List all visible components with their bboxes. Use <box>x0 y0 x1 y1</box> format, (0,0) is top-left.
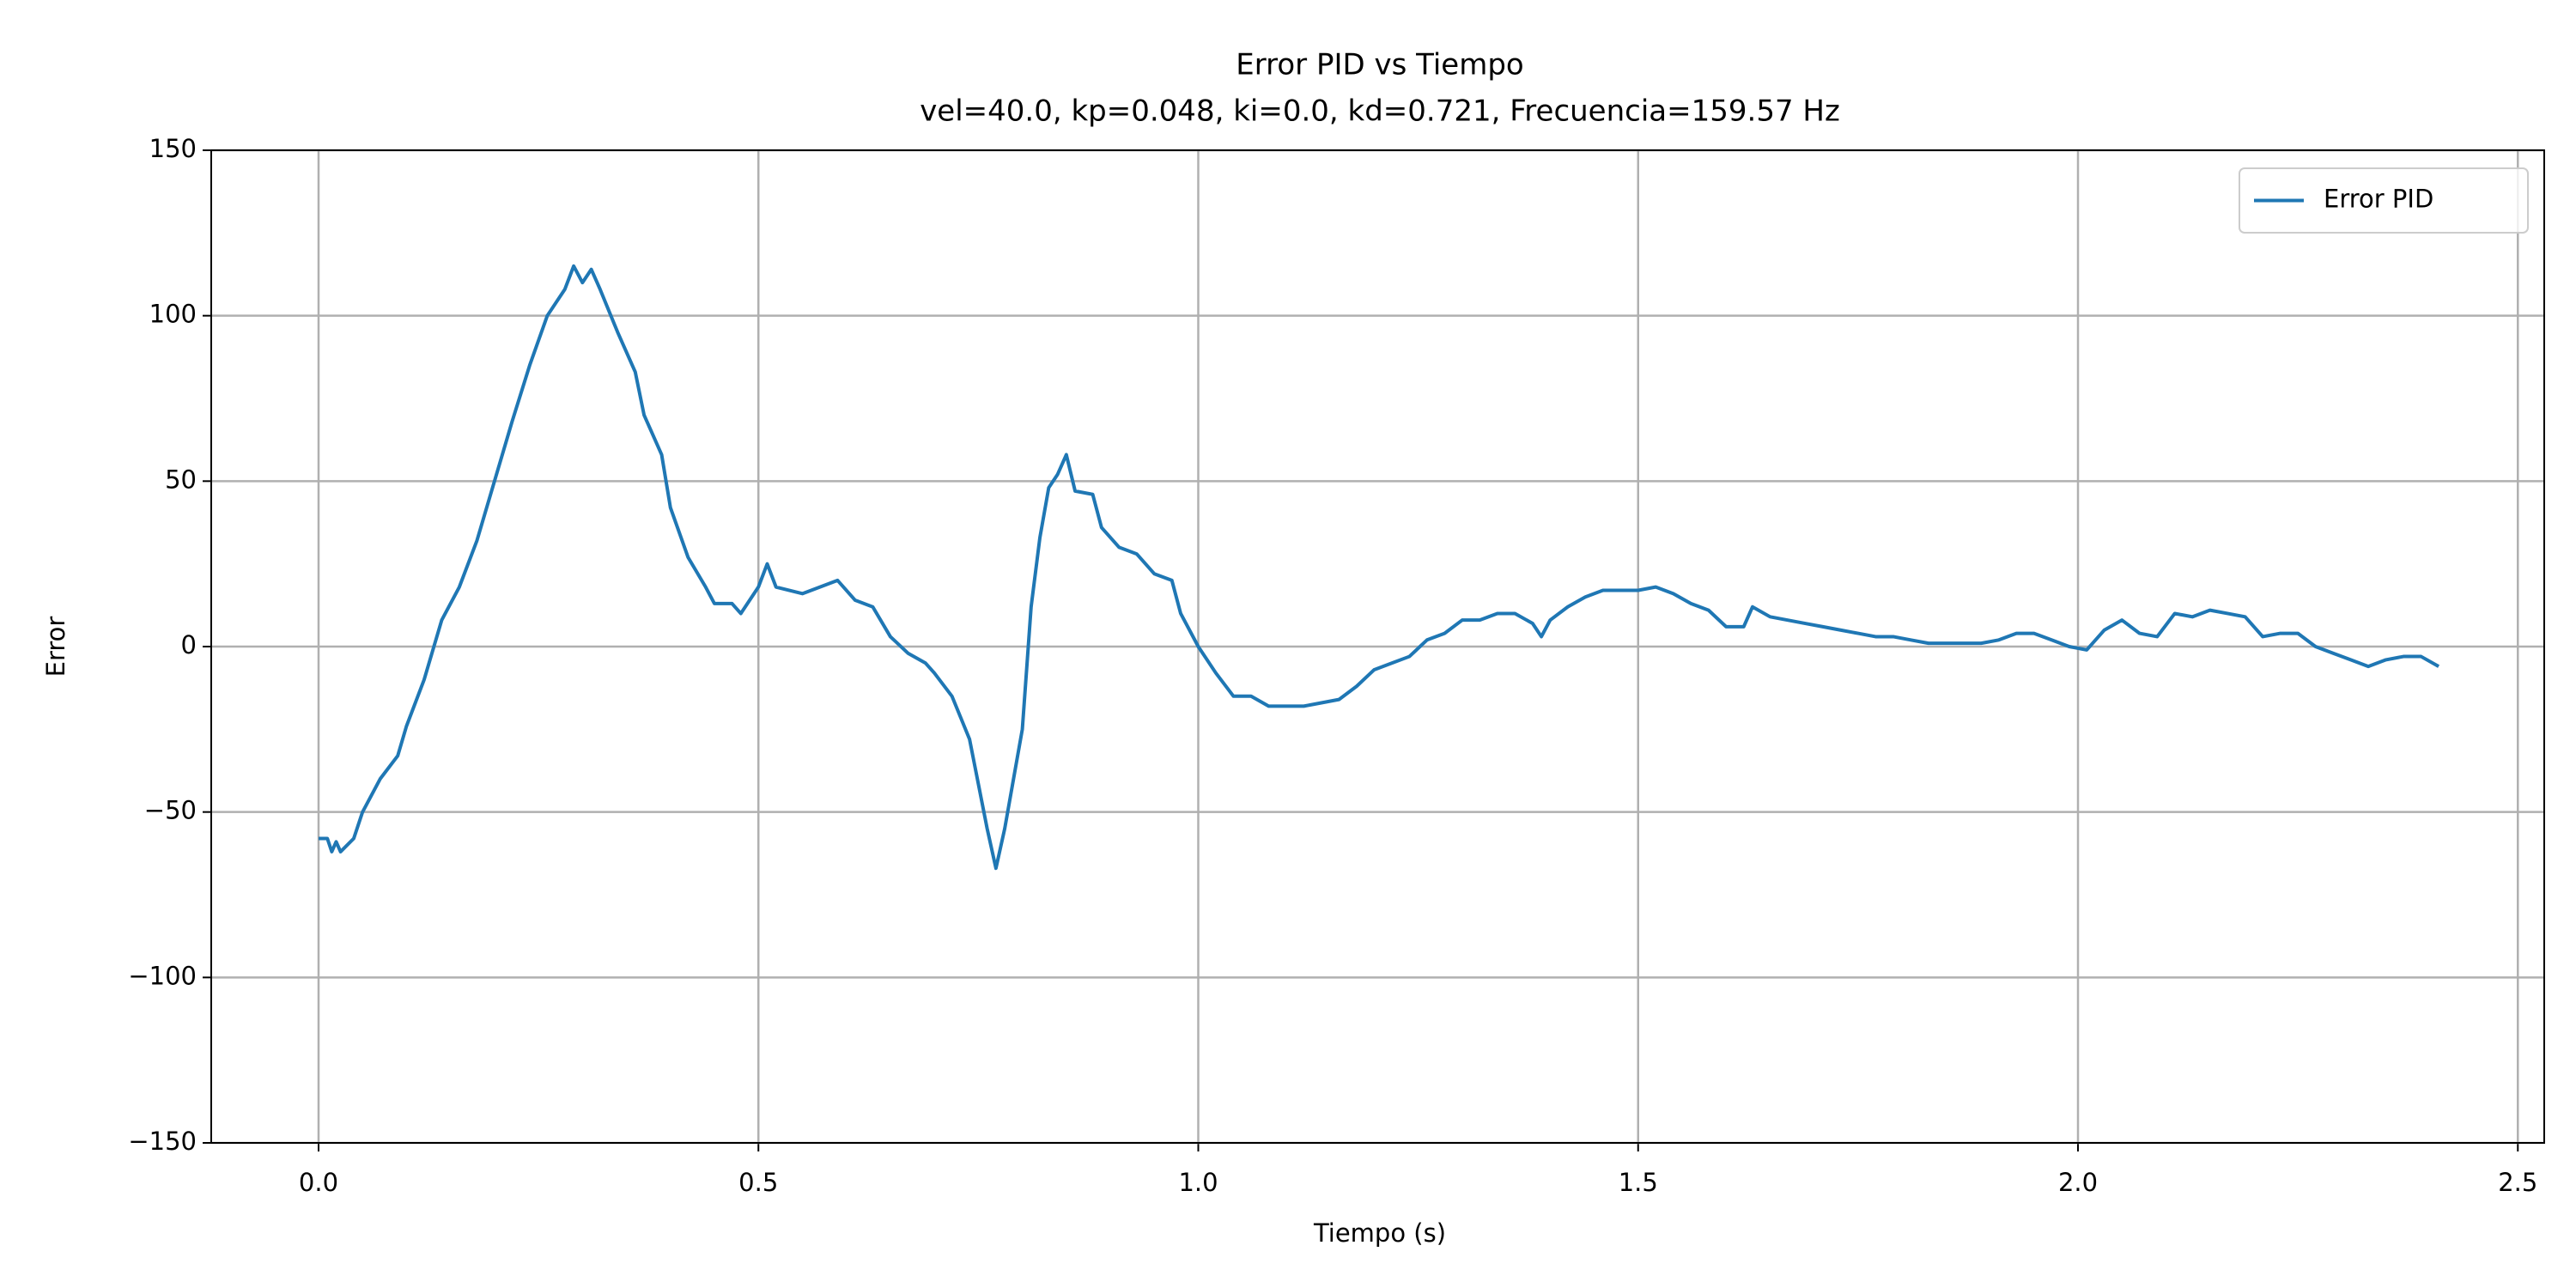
x-tick-label: 0.5 <box>738 1168 778 1197</box>
legend-label: Error PID <box>2324 185 2433 214</box>
y-tick-label: 100 <box>149 300 197 329</box>
chart-title: Error PID vs Tiempo <box>1236 48 1523 82</box>
plot-frame <box>210 149 2545 1144</box>
chart-subtitle: vel=40.0, kp=0.048, ki=0.0, kd=0.721, Fr… <box>920 94 1840 129</box>
x-tick-label: 0.0 <box>299 1168 338 1197</box>
y-tick-label: 50 <box>165 465 197 494</box>
legend-box <box>2239 167 2529 234</box>
y-axis-label: Error <box>41 617 70 677</box>
y-tick-label: 150 <box>149 134 197 163</box>
x-tick-label: 2.0 <box>2058 1168 2098 1197</box>
x-axis-label: Tiempo (s) <box>1313 1218 1446 1248</box>
y-tick-label: 0 <box>181 630 197 659</box>
x-tick-label: 2.5 <box>2498 1168 2537 1197</box>
y-tick-label: −50 <box>144 796 197 825</box>
x-tick-label: 1.0 <box>1178 1168 1218 1197</box>
y-tick-label: −100 <box>128 961 197 990</box>
data-line <box>318 264 2440 871</box>
x-tick-label: 1.5 <box>1619 1168 1658 1197</box>
y-tick-label: −150 <box>128 1127 197 1156</box>
